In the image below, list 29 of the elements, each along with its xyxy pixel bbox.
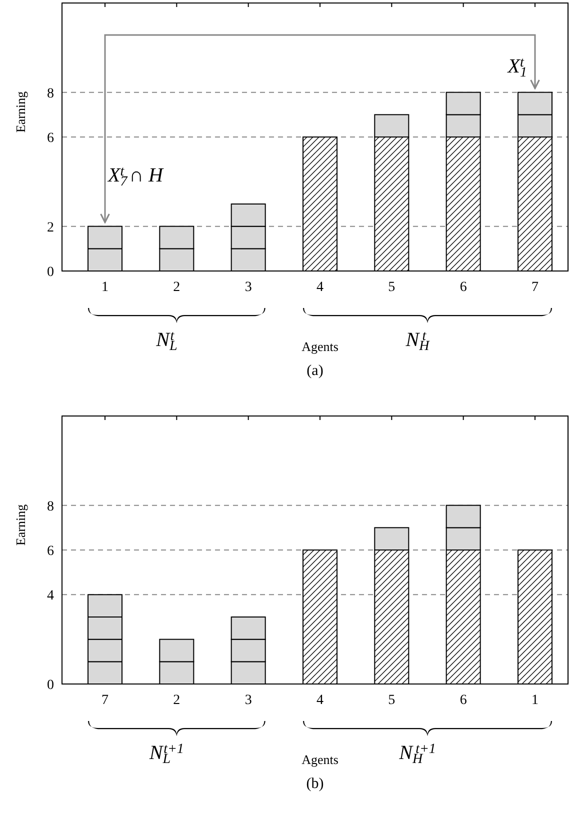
y-axis-title: Earning (13, 504, 28, 546)
x-tick-label: 2 (173, 693, 180, 708)
x-tick-label: 2 (173, 280, 180, 295)
x-tick-label: 1 (532, 693, 538, 708)
x-tick-label: 3 (244, 693, 252, 708)
y-tick-label: 0 (47, 678, 54, 693)
y-axis-title: Earning (13, 90, 28, 133)
y-tick-label: 4 (47, 588, 54, 604)
y-tick-label: 2 (47, 220, 54, 236)
x-axis-title: Agents (302, 339, 338, 354)
x-tick-label: 1 (102, 280, 108, 295)
annotation: X$_{7}$$^{t}$ ∩ H (107, 164, 165, 190)
x-tick-label: 6 (460, 280, 467, 295)
y-tick-label: 6 (47, 131, 54, 146)
x-tick-label: 7 (532, 280, 538, 295)
x-tick-label: 4 (316, 693, 324, 708)
x-tick-label: 5 (388, 280, 396, 295)
x-tick-label: 6 (460, 693, 467, 708)
y-tick-label: 8 (47, 499, 54, 514)
y-tick-label: 0 (47, 265, 54, 280)
y-tick-label: 8 (47, 86, 54, 102)
x-tick-label: 5 (388, 693, 396, 708)
x-axis-title: Agents (302, 752, 338, 767)
x-tick-label: 4 (316, 280, 324, 295)
text: (b) (306, 776, 324, 792)
x-tick-label: 3 (244, 280, 252, 295)
x-tick-label: 7 (102, 693, 108, 708)
y-tick-label: 6 (47, 544, 54, 559)
text: (a) (306, 363, 324, 379)
